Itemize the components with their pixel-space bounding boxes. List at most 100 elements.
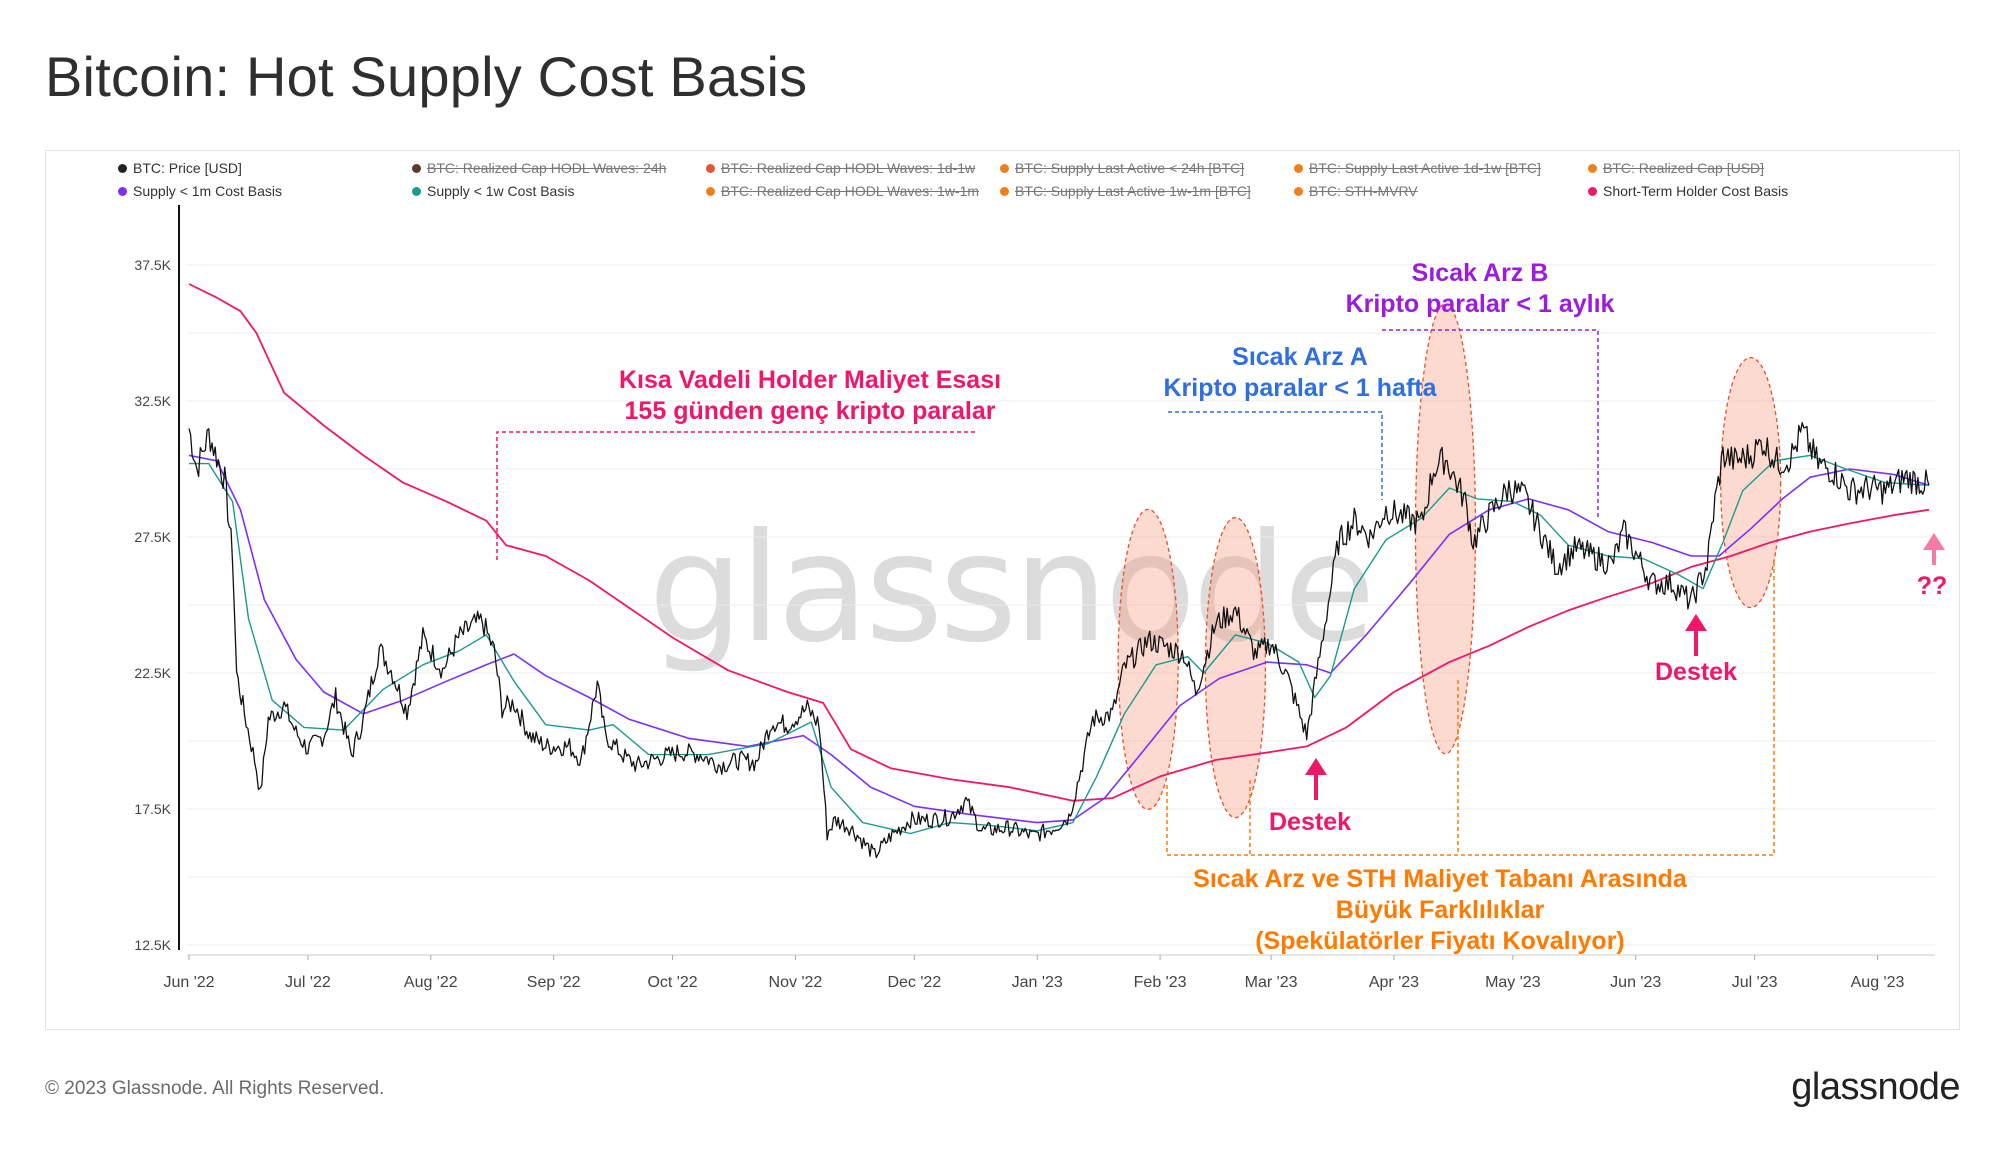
- x-tick-label: Aug '23: [1851, 974, 1905, 991]
- annotation-question: ??: [1916, 572, 1948, 600]
- copyright-text: © 2023 Glassnode. All Rights Reserved.: [45, 1078, 385, 1099]
- chart-panel: [45, 150, 1960, 1030]
- arrow-question-head: [1923, 533, 1945, 550]
- guide-line-hot-a: [1168, 411, 1383, 500]
- legend-item[interactable]: BTC: Realized Cap [USD]: [1588, 160, 1764, 176]
- y-tick-label: 12.5K: [134, 937, 171, 953]
- series-line: [188, 283, 1930, 802]
- x-tick-label: Jul '23: [1732, 974, 1778, 991]
- legend-dot-icon: [706, 163, 715, 173]
- highlight-ellipses: [1117, 303, 1782, 819]
- legend-item[interactable]: Supply < 1m Cost Basis: [118, 183, 282, 199]
- annotation-hot-supply-a: Sıcak Arz A Kripto paralar < 1 hafta: [1080, 342, 1520, 404]
- legend-dot-icon: [1000, 186, 1009, 196]
- x-tick-label: Jun '22: [163, 974, 214, 991]
- series-line: [188, 422, 1930, 859]
- y-axis: 12.5K 17.5K 22.5K 27.5K 32.5K 37.5K: [134, 205, 180, 953]
- chart-series: [188, 283, 1930, 859]
- legend-label: BTC: Realized Cap HODL Waves: 24h: [427, 160, 667, 176]
- x-tick-label: Nov '22: [769, 974, 823, 991]
- legend-dot-icon: [412, 186, 421, 196]
- legend-dot-icon: [1588, 163, 1597, 173]
- legend-dot-icon: [118, 186, 127, 196]
- annotation-hot-supply-b: Sıcak Arz B Kripto paralar < 1 aylık: [1260, 258, 1700, 320]
- x-tick-label: Oct '22: [647, 974, 697, 991]
- guide-line-diff-outer: [1166, 560, 1775, 856]
- y-tick-label: 27.5K: [134, 529, 171, 545]
- legend-item[interactable]: Supply < 1w Cost Basis: [412, 183, 574, 199]
- y-tick-label: 32.5K: [134, 393, 171, 409]
- brand-logo: glassnode: [1791, 1066, 1960, 1108]
- x-axis: Jun '22 Jul '22 Aug '22 Sep '22 Oct '22 Nov '…: [163, 954, 1935, 991]
- legend-item[interactable]: BTC: Realized Cap HODL Waves: 1d-1w: [706, 160, 975, 176]
- annotation-sth: Kısa Vadeli Holder Maliyet Esası 155 gün…: [560, 365, 1060, 427]
- legend-item[interactable]: BTC: STH-MVRV: [1294, 183, 1418, 199]
- watermark-text: glassnode: [648, 502, 1371, 676]
- x-tick-label: Aug '22: [404, 974, 458, 991]
- x-tick-label: Apr '23: [1369, 974, 1419, 991]
- guide-lines: [496, 329, 1775, 856]
- legend-label: BTC: Price [USD]: [133, 160, 242, 176]
- series-line: [188, 454, 1930, 824]
- grid-lines: [187, 264, 1935, 946]
- legend-label: Supply < 1w Cost Basis: [427, 183, 575, 199]
- highlight-ellipse: [1414, 303, 1477, 755]
- x-tick-label: Jul '22: [285, 974, 331, 991]
- y-tick-label: 37.5K: [134, 257, 171, 273]
- guide-line-hot-b: [1382, 329, 1599, 520]
- highlight-ellipse: [1204, 516, 1267, 819]
- legend-dot-icon: [118, 163, 127, 173]
- annotation-hot-b-line2: Kripto paralar < 1 aylık: [1345, 290, 1615, 318]
- x-tick-label: Jun '23: [1610, 974, 1661, 991]
- legend-dot-icon: [412, 163, 421, 173]
- x-tick-label: May '23: [1485, 974, 1541, 991]
- annotation-hot-a-line1: Sıcak Arz A: [1232, 343, 1368, 371]
- series-line: [189, 454, 1930, 835]
- annotation-hot-b-line1: Sıcak Arz B: [1411, 259, 1549, 287]
- legend-label: BTC: Supply Last Active 1d-1w [BTC]: [1309, 160, 1541, 176]
- annotation-support-1: Destek: [1269, 808, 1351, 836]
- guide-line-sth: [496, 431, 978, 560]
- legend-item[interactable]: BTC: Price [USD]: [118, 160, 242, 176]
- legend-item[interactable]: BTC: Realized Cap HODL Waves: 1w-1m: [706, 183, 979, 199]
- x-tick-label: Jan '23: [1012, 974, 1063, 991]
- page-title: Bitcoin: Hot Supply Cost Basis: [45, 45, 808, 108]
- legend-dot-icon: [1588, 186, 1597, 196]
- y-tick-label: 17.5K: [134, 801, 171, 817]
- legend-label: Supply < 1m Cost Basis: [133, 183, 283, 199]
- legend-label: BTC: Realized Cap HODL Waves: 1w-1m: [721, 183, 980, 199]
- legend-item[interactable]: BTC: Realized Cap HODL Waves: 24h: [412, 160, 666, 176]
- legend-item[interactable]: Short-Term Holder Cost Basis: [1588, 183, 1788, 199]
- arrow-support-2-head: [1685, 614, 1707, 631]
- annotation-hot-a-line2: Kripto paralar < 1 hafta: [1163, 374, 1437, 402]
- legend-label: BTC: Supply Last Active 1w-1m [BTC]: [1015, 183, 1251, 199]
- legend-item[interactable]: BTC: Supply Last Active < 24h [BTC]: [1000, 160, 1244, 176]
- x-tick-label: Mar '23: [1245, 974, 1298, 991]
- legend-label: Short-Term Holder Cost Basis: [1603, 183, 1789, 199]
- annotation-differences: Sıcak Arz ve STH Maliyet Tabanı Arasında…: [1130, 864, 1750, 957]
- annotation-sth-line1: Kısa Vadeli Holder Maliyet Esası: [618, 366, 1002, 394]
- legend-item[interactable]: BTC: Supply Last Active 1w-1m [BTC]: [1000, 183, 1251, 199]
- support-arrows: [1305, 533, 1945, 800]
- legend-label: BTC: Realized Cap [USD]: [1603, 160, 1765, 176]
- legend-dot-icon: [1000, 163, 1009, 173]
- x-tick-label: Feb '23: [1134, 974, 1187, 991]
- legend-dot-icon: [1294, 186, 1303, 196]
- legend-label: BTC: STH-MVRV: [1309, 183, 1418, 199]
- arrow-support-1-head: [1305, 758, 1327, 775]
- annotation-diff-line3: (Spekülatörler Fiyatı Kovalıyor): [1255, 927, 1625, 955]
- legend-label: BTC: Realized Cap HODL Waves: 1d-1w: [721, 160, 976, 176]
- chart-legend: BTC: Price [USD] BTC: Realized Cap HODL W…: [70, 160, 1950, 210]
- annotation-diff-line2: Büyük Farklılıklar: [1335, 896, 1545, 924]
- annotation-sth-line2: 155 günden genç kripto paralar: [624, 397, 996, 425]
- legend-dot-icon: [1294, 163, 1303, 173]
- legend-dot-icon: [706, 186, 715, 196]
- x-tick-label: Dec '22: [887, 974, 941, 991]
- legend-item[interactable]: BTC: Supply Last Active 1d-1w [BTC]: [1294, 160, 1541, 176]
- x-tick-label: Sep '22: [527, 974, 581, 991]
- annotation-diff-line1: Sıcak Arz ve STH Maliyet Tabanı Arasında: [1193, 865, 1687, 893]
- annotation-support-2: Destek: [1655, 658, 1737, 686]
- y-tick-label: 22.5K: [134, 665, 171, 681]
- legend-label: BTC: Supply Last Active < 24h [BTC]: [1015, 160, 1245, 176]
